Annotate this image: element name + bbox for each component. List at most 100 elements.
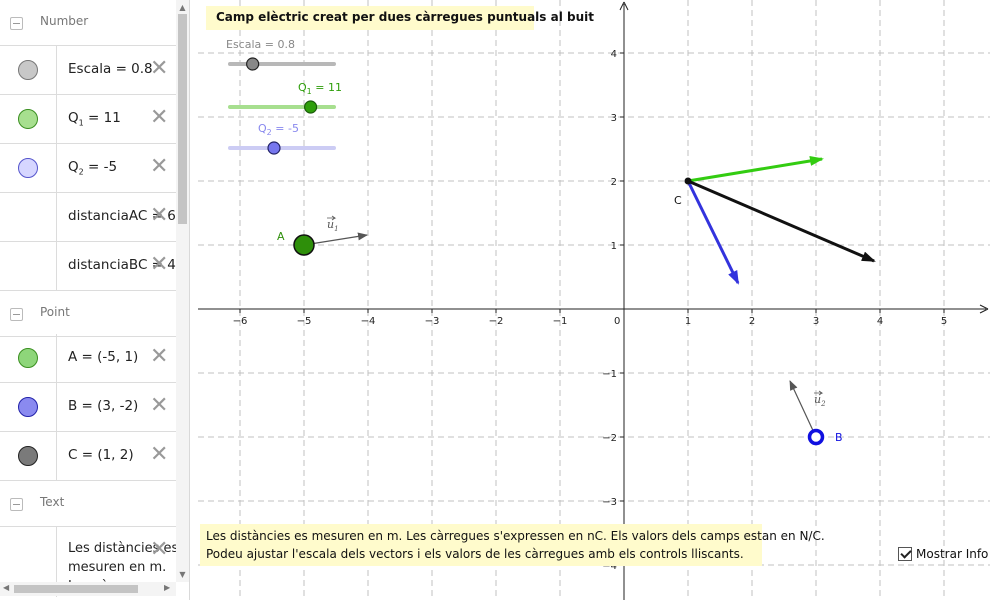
visibility-toggle-icon[interactable] bbox=[18, 348, 38, 368]
category-point[interactable]: Point bbox=[0, 291, 176, 337]
info-text[interactable]: Les distàncies es mesuren en m. Les càrr… bbox=[200, 524, 825, 566]
delete-icon[interactable]: ✕ bbox=[150, 442, 169, 467]
point-a[interactable] bbox=[293, 234, 315, 256]
point-b[interactable] bbox=[807, 428, 825, 446]
show-info-label: Mostrar Info bbox=[916, 547, 989, 561]
algebra-expression[interactable]: Q1 = 11 bbox=[68, 110, 121, 128]
vector-arrow-icon bbox=[327, 215, 337, 221]
x-tick-label: −6 bbox=[233, 316, 248, 327]
category-label: Text bbox=[40, 495, 65, 509]
delete-icon[interactable]: ✕ bbox=[150, 56, 169, 81]
collapse-icon[interactable] bbox=[10, 17, 23, 30]
algebra-expression[interactable]: B = (3, -2) bbox=[68, 398, 139, 414]
field-vector-b[interactable] bbox=[686, 180, 740, 285]
visibility-toggle-icon[interactable] bbox=[18, 397, 38, 417]
algebra-view: Number Escala = 0.8 ✕ Q1 = 11 ✕ Q2 = -5 … bbox=[0, 0, 190, 600]
visibility-toggle-icon[interactable] bbox=[18, 158, 38, 178]
y-tick-label: 2 bbox=[611, 177, 617, 188]
slider-q1-label: Q1 = 11 bbox=[298, 81, 342, 97]
scroll-up-icon[interactable]: ▲ bbox=[179, 3, 186, 12]
grid-lines bbox=[198, 0, 990, 600]
algebra-row-distanciaBC[interactable]: distanciaBC = 4.4 ✕ bbox=[0, 242, 189, 291]
scroll-thumb[interactable] bbox=[178, 14, 187, 224]
slider-q1-knob[interactable] bbox=[303, 100, 318, 114]
unit-vector-u1-label: u1 bbox=[327, 218, 339, 233]
algebra-expression[interactable]: Q2 = -5 bbox=[68, 159, 118, 177]
x-tick-label: −4 bbox=[361, 316, 376, 327]
collapse-icon[interactable] bbox=[10, 308, 23, 321]
algebra-row-distanciaAC[interactable]: distanciaAC = 6.0 ✕ bbox=[0, 193, 189, 242]
algebra-row-escala[interactable]: Escala = 0.8 ✕ bbox=[0, 46, 176, 95]
x-tick-label: −3 bbox=[425, 316, 440, 327]
graphics-view[interactable]: −6 −5 −4 −3 −2 −1 0 1 2 3 4 5 1 2 3 4 −1 −2 −3 −4 u1 u2 A B C C… bbox=[198, 0, 990, 600]
algebra-expression[interactable]: A = (-5, 1) bbox=[68, 349, 139, 365]
vector-arrow-icon bbox=[814, 390, 824, 396]
category-label: Number bbox=[40, 14, 89, 28]
x-tick-label: 3 bbox=[813, 316, 819, 327]
vertical-scrollbar[interactable]: ▲ ▼ bbox=[176, 0, 189, 582]
delete-icon[interactable]: ✕ bbox=[150, 344, 169, 369]
x-tick-label: 0 bbox=[614, 316, 620, 327]
point-a-label: A bbox=[277, 230, 285, 243]
x-tick-label: 4 bbox=[877, 316, 883, 327]
algebra-expression[interactable]: Escala = 0.8 bbox=[68, 61, 153, 77]
slider-q2-label: Q2 = -5 bbox=[258, 122, 299, 138]
category-label: Point bbox=[40, 305, 70, 319]
horizontal-scrollbar[interactable]: ◀ ▶ bbox=[0, 582, 176, 596]
delete-icon[interactable]: ✕ bbox=[150, 105, 169, 130]
delete-icon[interactable]: ✕ bbox=[150, 252, 169, 277]
y-tick-label: −2 bbox=[602, 433, 617, 444]
y-tick-label: 4 bbox=[611, 49, 617, 60]
x-tick-label: −2 bbox=[489, 316, 504, 327]
category-text[interactable]: Text bbox=[0, 481, 176, 527]
algebra-row-point-a[interactable]: A = (-5, 1) ✕ bbox=[0, 334, 176, 383]
scroll-right-icon[interactable]: ▶ bbox=[164, 583, 171, 592]
x-tick-label: −1 bbox=[553, 316, 568, 327]
delete-icon[interactable]: ✕ bbox=[150, 393, 169, 418]
x-tick-label: −5 bbox=[297, 316, 312, 327]
algebra-row-q2[interactable]: Q2 = -5 ✕ bbox=[0, 144, 176, 193]
algebra-row-point-c[interactable]: C = (1, 2) ✕ bbox=[0, 432, 176, 481]
y-tick-label: −4 bbox=[602, 561, 617, 572]
unit-vector-u2 bbox=[789, 380, 817, 438]
slider-escala-knob[interactable] bbox=[246, 57, 260, 71]
x-tick-label: 2 bbox=[749, 316, 755, 327]
algebra-expression[interactable]: C = (1, 2) bbox=[68, 447, 134, 463]
visibility-toggle-icon[interactable] bbox=[18, 60, 38, 80]
unit-vector-u2-label: u2 bbox=[814, 393, 826, 408]
coordinate-plane[interactable]: −6 −5 −4 −3 −2 −1 0 1 2 3 4 5 1 2 3 4 −1 −2 −3 −4 u1 u2 A B C bbox=[198, 0, 990, 600]
y-axis-arrow-icon bbox=[619, 1, 629, 11]
slider-q2-knob[interactable] bbox=[267, 141, 281, 155]
delete-icon[interactable]: ✕ bbox=[150, 154, 169, 179]
field-vector-a[interactable] bbox=[687, 156, 824, 183]
point-c-label: C bbox=[674, 194, 682, 207]
y-tick-label: 1 bbox=[611, 241, 617, 252]
y-tick-label: −1 bbox=[602, 369, 617, 380]
algebra-expression[interactable]: distanciaAC = 6.0 bbox=[68, 208, 189, 224]
category-number[interactable]: Number bbox=[0, 0, 176, 46]
slider-escala-label: Escala = 0.8 bbox=[226, 38, 295, 51]
x-tick-label: 1 bbox=[685, 316, 691, 327]
scroll-thumb[interactable] bbox=[14, 585, 138, 593]
show-info-checkbox[interactable]: Mostrar Info bbox=[898, 545, 988, 563]
title-text[interactable]: Camp elèctric creat per dues càrregues p… bbox=[206, 6, 594, 30]
checkbox-checked-icon[interactable] bbox=[898, 547, 912, 561]
algebra-row-q1[interactable]: Q1 = 11 ✕ bbox=[0, 95, 176, 144]
point-b-label: B bbox=[835, 431, 843, 444]
axes bbox=[198, 1, 989, 600]
scroll-left-icon[interactable]: ◀ bbox=[3, 583, 10, 592]
y-tick-label: −3 bbox=[602, 497, 617, 508]
delete-icon[interactable]: ✕ bbox=[150, 537, 169, 562]
scroll-down-icon[interactable]: ▼ bbox=[179, 570, 186, 579]
x-tick-label: 5 bbox=[941, 316, 947, 327]
x-axis-arrow-icon bbox=[979, 304, 989, 314]
point-c[interactable] bbox=[684, 177, 692, 185]
algebra-expression[interactable]: distanciaBC = 4.4 bbox=[68, 257, 189, 273]
y-tick-label: 3 bbox=[611, 113, 617, 124]
collapse-icon[interactable] bbox=[10, 498, 23, 511]
algebra-row-point-b[interactable]: B = (3, -2) ✕ bbox=[0, 383, 176, 432]
field-vector-total[interactable] bbox=[687, 179, 876, 263]
visibility-toggle-icon[interactable] bbox=[18, 109, 38, 129]
visibility-toggle-icon[interactable] bbox=[18, 446, 38, 466]
delete-icon[interactable]: ✕ bbox=[150, 203, 169, 228]
